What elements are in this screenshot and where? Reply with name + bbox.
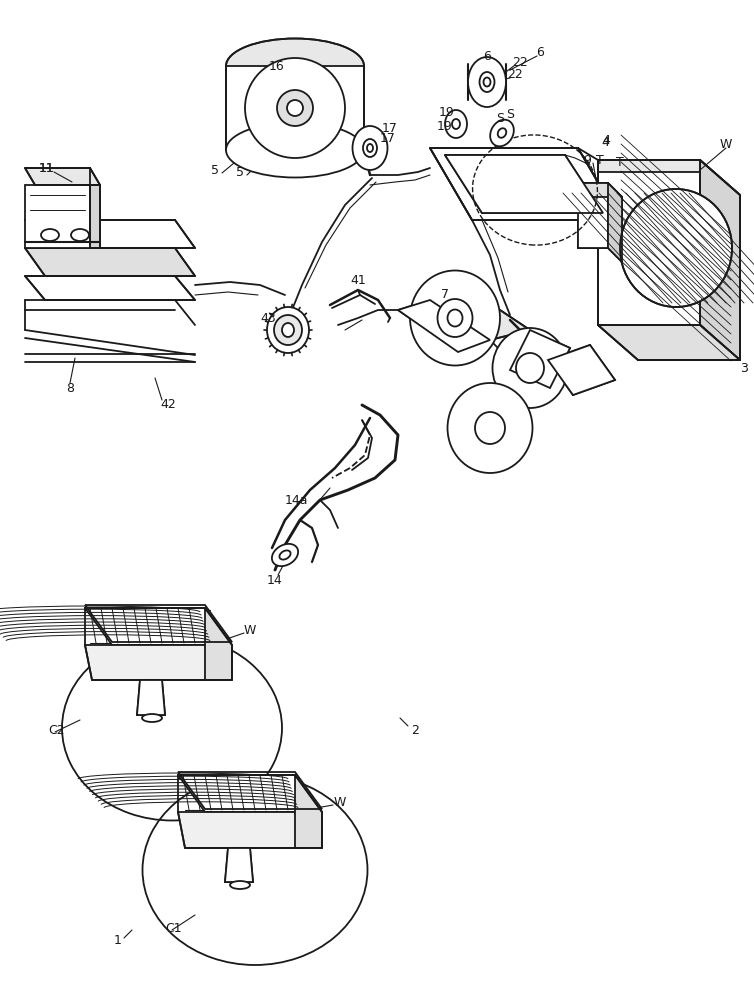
Text: T: T (596, 153, 604, 166)
Text: 19: 19 (437, 120, 453, 133)
Ellipse shape (448, 383, 532, 473)
Polygon shape (398, 300, 490, 352)
Polygon shape (25, 220, 195, 248)
Text: 42: 42 (160, 398, 176, 412)
Text: C1: C1 (165, 922, 182, 934)
Text: 9: 9 (583, 153, 591, 166)
Text: 22: 22 (507, 68, 523, 82)
Polygon shape (178, 812, 302, 848)
Ellipse shape (483, 78, 491, 87)
Polygon shape (598, 325, 740, 360)
Text: W: W (244, 624, 256, 637)
Text: W: W (720, 138, 732, 151)
Text: 4: 4 (601, 136, 609, 149)
Polygon shape (510, 330, 570, 388)
Text: 6: 6 (536, 45, 544, 58)
Ellipse shape (280, 550, 290, 560)
Ellipse shape (480, 72, 495, 92)
Text: 19: 19 (439, 105, 455, 118)
Polygon shape (226, 66, 364, 150)
Polygon shape (25, 168, 100, 185)
Text: 11: 11 (39, 161, 55, 174)
Ellipse shape (287, 100, 303, 116)
Ellipse shape (475, 412, 505, 444)
Ellipse shape (226, 122, 364, 178)
Ellipse shape (267, 307, 309, 353)
Text: 2: 2 (411, 724, 419, 736)
Text: C2: C2 (48, 724, 65, 736)
Text: 14: 14 (267, 574, 283, 586)
Polygon shape (225, 848, 253, 882)
Ellipse shape (448, 310, 462, 326)
Polygon shape (85, 645, 212, 680)
Text: 3: 3 (740, 361, 748, 374)
Ellipse shape (452, 119, 460, 129)
Polygon shape (25, 185, 90, 248)
Ellipse shape (468, 57, 506, 107)
Text: 5: 5 (236, 165, 244, 178)
Polygon shape (700, 160, 740, 360)
Polygon shape (25, 248, 195, 276)
Polygon shape (178, 775, 322, 812)
Polygon shape (85, 608, 232, 645)
Ellipse shape (226, 38, 364, 94)
Text: 17: 17 (382, 121, 398, 134)
Polygon shape (25, 276, 195, 300)
Polygon shape (578, 183, 608, 248)
Text: T: T (616, 155, 624, 168)
Ellipse shape (272, 544, 298, 566)
Polygon shape (137, 680, 165, 715)
Text: 8: 8 (66, 381, 74, 394)
Text: 11: 11 (39, 161, 55, 174)
Ellipse shape (71, 229, 89, 241)
Ellipse shape (277, 90, 313, 126)
Polygon shape (578, 183, 622, 197)
Ellipse shape (274, 315, 302, 345)
Text: 14a: 14a (284, 493, 308, 506)
Ellipse shape (437, 299, 473, 337)
Ellipse shape (245, 58, 345, 158)
Text: 17: 17 (380, 131, 396, 144)
Ellipse shape (620, 189, 732, 307)
Text: 5: 5 (211, 163, 219, 176)
Polygon shape (445, 155, 603, 213)
Polygon shape (295, 775, 322, 848)
Text: 1: 1 (114, 934, 122, 946)
Text: 16: 16 (269, 60, 285, 73)
Polygon shape (90, 185, 100, 248)
Ellipse shape (516, 353, 544, 383)
Text: 7: 7 (441, 288, 449, 302)
Ellipse shape (498, 128, 506, 138)
Ellipse shape (410, 270, 500, 365)
Text: 41: 41 (350, 273, 366, 286)
Ellipse shape (492, 328, 568, 408)
Ellipse shape (230, 881, 250, 889)
Text: 43: 43 (260, 312, 276, 324)
Polygon shape (548, 345, 615, 395)
Text: W: W (334, 796, 346, 808)
Polygon shape (205, 608, 232, 680)
Polygon shape (430, 290, 530, 340)
Text: 22: 22 (512, 55, 528, 68)
Text: 4: 4 (602, 133, 610, 146)
Text: 6: 6 (483, 50, 491, 64)
Polygon shape (598, 160, 740, 360)
Ellipse shape (353, 126, 388, 170)
Ellipse shape (363, 139, 377, 157)
Ellipse shape (142, 714, 162, 722)
Ellipse shape (282, 323, 294, 337)
Text: S: S (506, 108, 514, 121)
Polygon shape (430, 148, 620, 220)
Ellipse shape (367, 144, 373, 152)
Ellipse shape (41, 229, 59, 241)
Polygon shape (608, 183, 622, 262)
Ellipse shape (445, 110, 467, 138)
Text: S: S (496, 111, 504, 124)
Polygon shape (598, 160, 700, 172)
Text: 16: 16 (286, 102, 302, 114)
Ellipse shape (490, 120, 513, 146)
